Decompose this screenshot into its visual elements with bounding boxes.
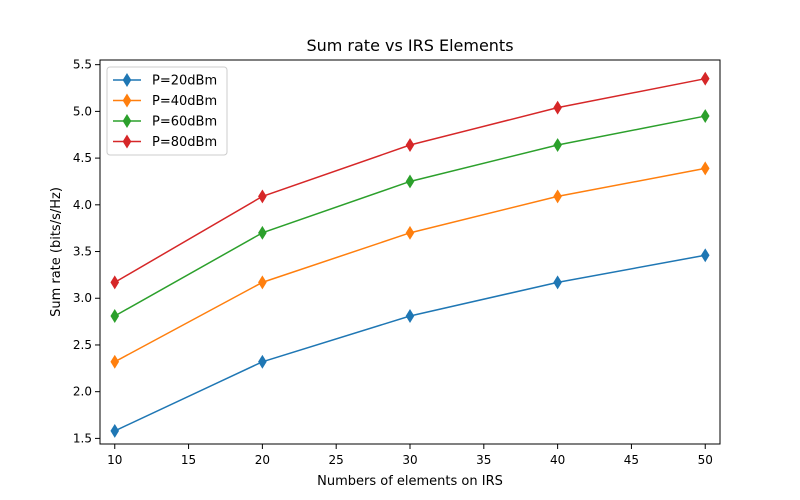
legend-marker bbox=[122, 134, 132, 149]
x-tick-label: 10 bbox=[107, 453, 122, 467]
x-tick-label: 50 bbox=[698, 453, 713, 467]
legend-marker bbox=[122, 114, 132, 128]
data-point bbox=[110, 354, 120, 369]
y-tick-label: 4.5 bbox=[73, 151, 92, 165]
y-tick-label: 5.0 bbox=[73, 104, 92, 118]
legend-label: P=80dBm bbox=[152, 135, 217, 150]
data-point bbox=[700, 161, 710, 176]
legend-frame bbox=[106, 66, 228, 156]
y-tick-label: 2.0 bbox=[73, 385, 92, 399]
data-point bbox=[258, 275, 267, 290]
data-point bbox=[405, 225, 415, 240]
y-tick-label: 2.5 bbox=[73, 338, 92, 352]
legend-marker bbox=[122, 73, 132, 87]
data-point bbox=[405, 138, 415, 152]
y-tick-label: 4.0 bbox=[73, 198, 92, 212]
y-tick-label: 3.0 bbox=[73, 291, 92, 305]
data-point bbox=[110, 309, 120, 323]
legend-item: P=20dBm bbox=[113, 73, 217, 89]
y-axis-ticks: 1.5 2.0 2.5 3.0 3.5 4.0 4.5 5.0 5.5 bbox=[73, 58, 100, 445]
x-tick-label: 40 bbox=[550, 453, 565, 467]
data-point bbox=[553, 100, 562, 115]
x-tick-label: 25 bbox=[329, 453, 344, 467]
data-point bbox=[700, 109, 710, 124]
data-point bbox=[405, 309, 415, 323]
x-tick-label: 15 bbox=[181, 453, 196, 467]
y-tick-label: 1.5 bbox=[73, 431, 92, 445]
series-layer bbox=[110, 71, 710, 438]
legend-item: P=40dBm bbox=[113, 93, 217, 109]
series-p-20dbm bbox=[110, 248, 710, 438]
legend-item: P=60dBm bbox=[113, 114, 217, 130]
plot-frame bbox=[99, 59, 721, 445]
legend-item: P=80dBm bbox=[113, 134, 217, 150]
y-tick-label: 3.5 bbox=[73, 245, 92, 259]
series-line bbox=[114, 254, 706, 432]
y-axis-label: Sum rate (bits/s/Hz) bbox=[49, 187, 64, 317]
legend-label: P=20dBm bbox=[152, 74, 217, 89]
legend: P=20dBm P=40dBm P=60dBm P=80dBm bbox=[106, 66, 228, 156]
x-tick-label: 30 bbox=[402, 453, 417, 467]
legend-label: P=60dBm bbox=[152, 115, 217, 130]
data-point bbox=[700, 71, 710, 86]
data-point bbox=[110, 275, 120, 290]
y-tick-label: 5.5 bbox=[73, 58, 92, 72]
legend-marker bbox=[122, 93, 132, 108]
data-point bbox=[553, 138, 562, 152]
data-point bbox=[110, 423, 120, 438]
data-point bbox=[258, 354, 267, 369]
x-tick-label: 45 bbox=[624, 453, 639, 467]
series-p-80dbm bbox=[110, 71, 710, 290]
data-point bbox=[553, 189, 562, 204]
series-line bbox=[114, 167, 706, 363]
x-axis-ticks: 10 15 20 25 30 35 40 45 50 bbox=[107, 444, 713, 467]
data-point bbox=[405, 174, 415, 189]
data-point bbox=[258, 225, 267, 240]
x-axis-label: Numbers of elements on IRS bbox=[317, 474, 503, 489]
series-p-60dbm bbox=[110, 109, 710, 323]
legend-label: P=40dBm bbox=[152, 94, 217, 109]
data-point bbox=[553, 275, 562, 290]
data-point bbox=[258, 189, 267, 204]
series-p-40dbm bbox=[110, 161, 710, 369]
x-tick-label: 20 bbox=[255, 453, 270, 467]
chart-title: Sum rate vs IRS Elements bbox=[306, 36, 513, 55]
x-tick-label: 35 bbox=[476, 453, 491, 467]
data-point bbox=[700, 248, 710, 263]
